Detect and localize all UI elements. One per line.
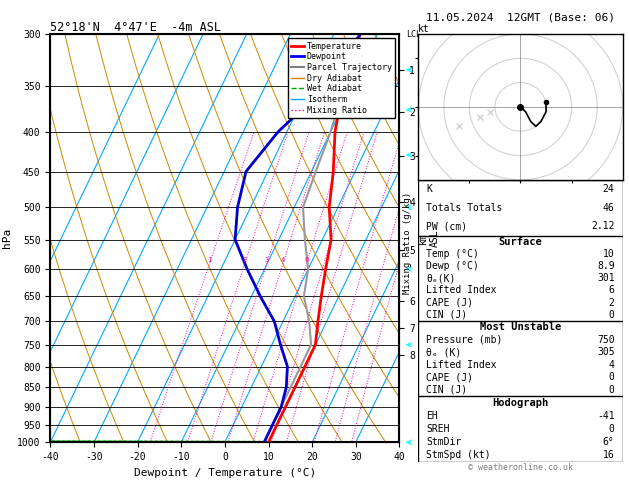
Text: StmDir: StmDir [426, 437, 462, 447]
Text: 11.05.2024  12GMT (Base: 06): 11.05.2024 12GMT (Base: 06) [426, 12, 615, 22]
Text: Temp (°C): Temp (°C) [426, 249, 479, 259]
Text: Totals Totals: Totals Totals [426, 203, 503, 213]
Text: 0: 0 [609, 424, 615, 434]
Text: Mixing Ratio (g/kg): Mixing Ratio (g/kg) [403, 192, 412, 294]
Text: 3: 3 [265, 258, 269, 263]
Text: 2: 2 [609, 297, 615, 308]
Text: 4: 4 [609, 360, 615, 370]
Legend: Temperature, Dewpoint, Parcel Trajectory, Dry Adiabat, Wet Adiabat, Isotherm, Mi: Temperature, Dewpoint, Parcel Trajectory… [287, 38, 395, 118]
Text: 16: 16 [603, 450, 615, 460]
Y-axis label: km
ASL: km ASL [418, 229, 440, 247]
Text: Pressure (mb): Pressure (mb) [426, 334, 503, 345]
Text: K: K [426, 184, 432, 194]
Text: -41: -41 [597, 411, 615, 421]
Text: 10: 10 [603, 249, 615, 259]
Text: SREH: SREH [426, 424, 450, 434]
Text: © weatheronline.co.uk: © weatheronline.co.uk [468, 463, 573, 472]
Text: 1: 1 [208, 258, 212, 263]
Text: Dewp (°C): Dewp (°C) [426, 261, 479, 271]
Text: 46: 46 [603, 203, 615, 213]
Text: PW (cm): PW (cm) [426, 222, 467, 231]
Text: 52°18'N  4°47'E  -4m ASL: 52°18'N 4°47'E -4m ASL [50, 21, 221, 34]
Text: kt: kt [418, 24, 430, 34]
Text: CIN (J): CIN (J) [426, 310, 467, 320]
Text: Surface: Surface [499, 237, 542, 247]
Text: 2: 2 [243, 258, 247, 263]
Text: 4: 4 [281, 258, 285, 263]
Text: CIN (J): CIN (J) [426, 385, 467, 395]
Text: 305: 305 [597, 347, 615, 357]
Text: Lifted Index: Lifted Index [426, 360, 497, 370]
X-axis label: Dewpoint / Temperature (°C): Dewpoint / Temperature (°C) [134, 468, 316, 478]
Text: CAPE (J): CAPE (J) [426, 297, 474, 308]
Text: Hodograph: Hodograph [493, 398, 548, 408]
Text: 0: 0 [609, 372, 615, 382]
Text: θₑ (K): θₑ (K) [426, 347, 462, 357]
Text: CAPE (J): CAPE (J) [426, 372, 474, 382]
Text: EH: EH [426, 411, 438, 421]
Text: 301: 301 [597, 273, 615, 283]
Text: 6°: 6° [603, 437, 615, 447]
Text: StmSpd (kt): StmSpd (kt) [426, 450, 491, 460]
Y-axis label: hPa: hPa [1, 228, 11, 248]
Text: LCL: LCL [406, 30, 421, 39]
Text: 6: 6 [304, 258, 309, 263]
Text: Most Unstable: Most Unstable [480, 322, 561, 332]
Text: 750: 750 [597, 334, 615, 345]
Text: Lifted Index: Lifted Index [426, 285, 497, 295]
Text: 0: 0 [609, 310, 615, 320]
Text: 24: 24 [603, 184, 615, 194]
Text: θₑ(K): θₑ(K) [426, 273, 456, 283]
Text: 0: 0 [609, 385, 615, 395]
Text: 8.9: 8.9 [597, 261, 615, 271]
Text: 2.12: 2.12 [591, 222, 615, 231]
Text: 6: 6 [609, 285, 615, 295]
